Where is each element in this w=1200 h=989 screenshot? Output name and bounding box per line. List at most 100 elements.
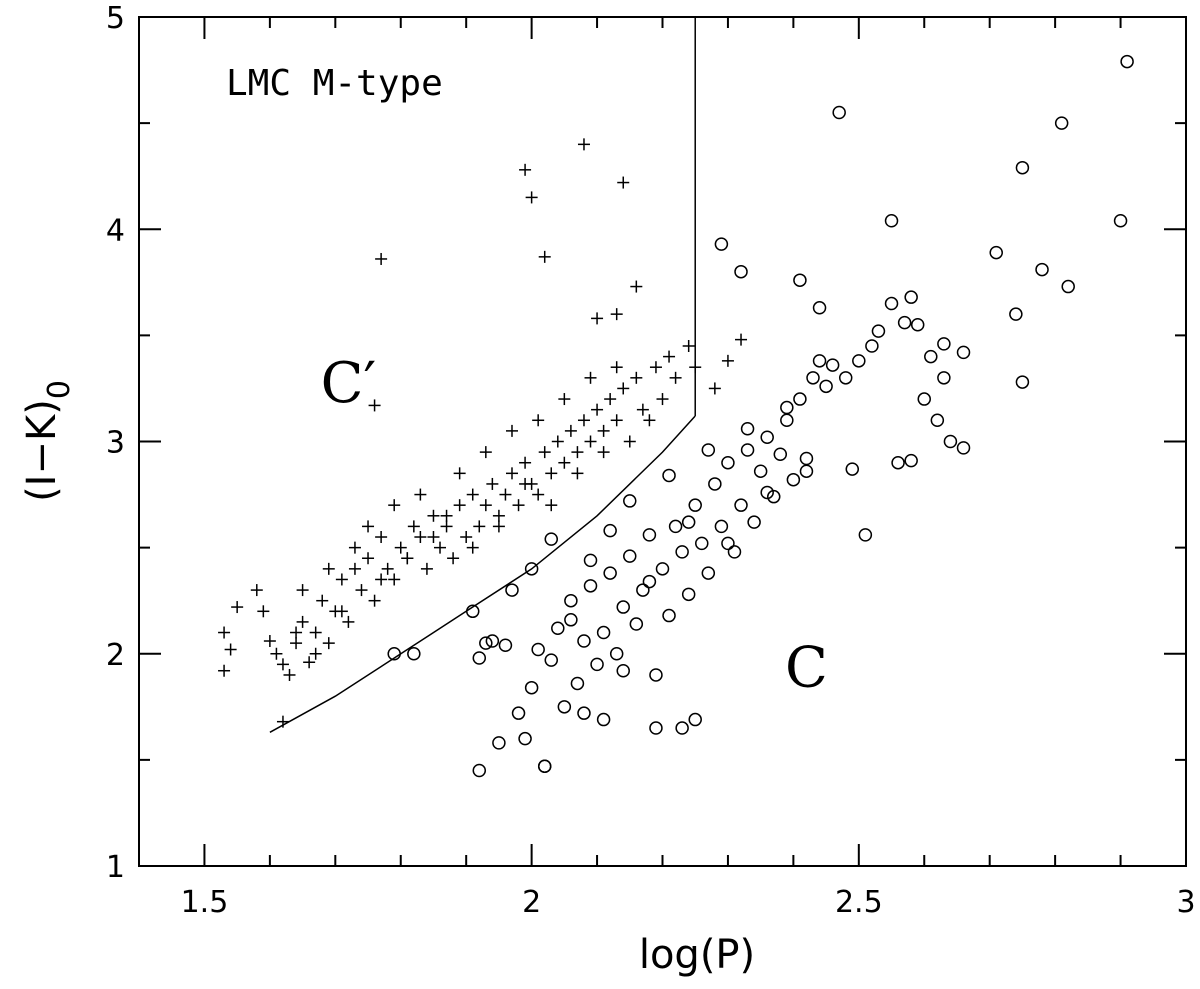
plus-point	[558, 456, 571, 469]
circle-point	[465, 604, 480, 619]
circle-point	[727, 545, 742, 559]
plus-point	[538, 250, 551, 263]
circle-point	[681, 515, 696, 529]
plus-point	[630, 280, 643, 293]
plus-point	[656, 393, 669, 406]
plus-point	[492, 509, 505, 522]
plus-point	[218, 664, 231, 677]
circle-point	[891, 455, 905, 470]
plus-point	[466, 541, 479, 554]
plus-point	[303, 656, 316, 669]
plus-point	[584, 435, 597, 448]
plus-point	[414, 531, 427, 544]
plot-frame	[138, 16, 1187, 867]
circle-point	[708, 477, 722, 491]
circle-point	[629, 617, 644, 631]
circle-point	[583, 579, 598, 593]
plus-point	[368, 399, 381, 412]
x-tick-label: 3	[1176, 885, 1195, 920]
circle-point	[714, 519, 729, 534]
plus-point	[224, 643, 237, 656]
circle-point	[721, 536, 735, 551]
circle-point	[904, 290, 918, 304]
plus-point	[407, 520, 420, 533]
plus-point	[348, 562, 361, 575]
plus-point	[571, 467, 584, 480]
plus-point	[460, 531, 473, 544]
plus-point	[362, 520, 375, 533]
circle-point	[793, 392, 807, 406]
circle-point	[544, 653, 559, 667]
circle-point	[760, 485, 774, 500]
x-tick-label: 1.5	[181, 885, 229, 920]
circle-point	[675, 721, 689, 735]
circle-point	[603, 566, 617, 580]
plus-point	[649, 361, 662, 374]
plus-point	[322, 562, 335, 575]
circle-point	[590, 657, 604, 672]
circle-point	[714, 237, 729, 251]
circle-point	[609, 647, 624, 661]
plus-point	[545, 467, 558, 480]
plus-point	[558, 393, 571, 406]
plus-point	[512, 499, 525, 512]
circle-point	[937, 337, 951, 351]
plus-point	[231, 601, 244, 614]
plus-point	[682, 339, 695, 352]
plus-point	[479, 499, 492, 512]
circle-point	[564, 613, 578, 627]
circle-point	[734, 264, 748, 279]
circle-point	[812, 354, 827, 368]
plus-point	[519, 456, 532, 469]
circle-point	[904, 453, 918, 468]
plus-point	[283, 668, 296, 681]
plus-point	[610, 414, 623, 427]
circle-point	[734, 498, 748, 512]
circle-point	[668, 519, 683, 534]
circle-point	[845, 462, 860, 476]
circle-point	[799, 451, 814, 466]
circle-point	[505, 583, 519, 597]
circle-point	[701, 566, 716, 580]
circle-point	[524, 680, 539, 695]
circle-point	[577, 706, 591, 720]
plus-point	[532, 488, 545, 501]
y-tick-label: 4	[106, 213, 125, 248]
plus-point	[663, 350, 676, 363]
y-axis-title: (I−K)0	[19, 380, 77, 502]
plus-point	[617, 382, 630, 395]
plus-point	[218, 626, 231, 639]
circle-point	[943, 434, 958, 449]
circle-point	[557, 700, 572, 714]
circle-point	[806, 371, 820, 385]
circle-point	[897, 315, 912, 330]
plus-point	[643, 414, 656, 427]
plus-point	[492, 520, 505, 533]
plus-point	[610, 361, 623, 374]
circle-point	[819, 379, 833, 394]
circle-point	[786, 472, 801, 487]
plus-point	[342, 615, 355, 628]
circle-point	[780, 400, 794, 415]
tick-labels: 1.5 2 2.5 3 1 2 3 4 5	[106, 1, 1196, 920]
plus-point	[434, 541, 447, 554]
circle-point	[695, 536, 709, 551]
plus-point	[591, 403, 604, 416]
plus-point	[257, 605, 270, 618]
circle-point	[865, 339, 879, 353]
plus-point	[375, 531, 388, 544]
circle-point	[1120, 54, 1134, 69]
circle-point	[662, 608, 676, 623]
plus-point	[381, 562, 394, 575]
circle-point	[1009, 307, 1023, 321]
plus-point	[427, 531, 440, 544]
circle-point	[930, 413, 945, 428]
plus-point	[669, 371, 682, 384]
plus-point	[270, 647, 283, 660]
circle-point	[623, 494, 637, 508]
circle-point	[485, 634, 500, 648]
plus-point	[290, 626, 303, 639]
circle-point	[570, 676, 585, 691]
circle-point	[858, 528, 873, 542]
plus-point	[348, 541, 361, 554]
